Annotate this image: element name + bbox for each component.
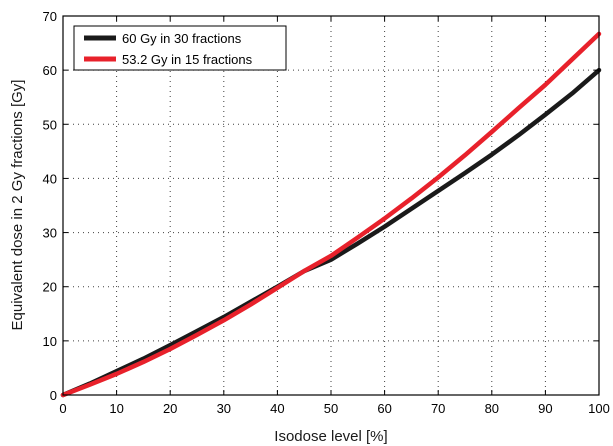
y-tick-label: 30 [43,226,57,241]
x-tick-label: 80 [485,401,499,416]
legend: 60 Gy in 30 fractions 53.2 Gy in 15 frac… [73,25,287,71]
x-tick-label: 0 [59,401,66,416]
x-tick-label: 10 [109,401,123,416]
y-tick-label: 0 [50,388,57,403]
legend-label-series-1: 60 Gy in 30 fractions [122,31,242,46]
y-tick-label: 70 [43,9,57,24]
y-tick-label: 20 [43,280,57,295]
y-tick-label: 60 [43,63,57,78]
series-layer [60,31,602,398]
plot-frame [62,15,600,396]
series-line-2 [60,31,602,398]
x-tick-label: 40 [270,401,284,416]
tick-layer: 0 10 20 30 40 50 60 70 80 90 100 0 10 20 30 40 50 60 70 [43,9,610,416]
series-line-1 [60,67,602,398]
y-tick-label: 10 [43,334,57,349]
x-tick-label: 20 [163,401,177,416]
x-tick-label: 60 [377,401,391,416]
x-tick-label: 90 [538,401,552,416]
y-axis-label: Equivalent dose in 2 Gy fractions [Gy] [9,80,26,331]
label-layer: Isodose level [%] Equivalent dose in 2 G… [9,80,388,445]
grid-layer [63,16,599,395]
x-tick-label: 70 [431,401,445,416]
legend-label-series-2: 53.2 Gy in 15 fractions [122,52,253,67]
legend-box [73,25,287,71]
x-axis-label: Isodose level [%] [274,428,387,445]
x-tick-label: 30 [217,401,231,416]
x-tick-label: 50 [324,401,338,416]
y-tick-label: 40 [43,171,57,186]
y-tick-label: 50 [43,117,57,132]
x-tick-label: 100 [588,401,610,416]
